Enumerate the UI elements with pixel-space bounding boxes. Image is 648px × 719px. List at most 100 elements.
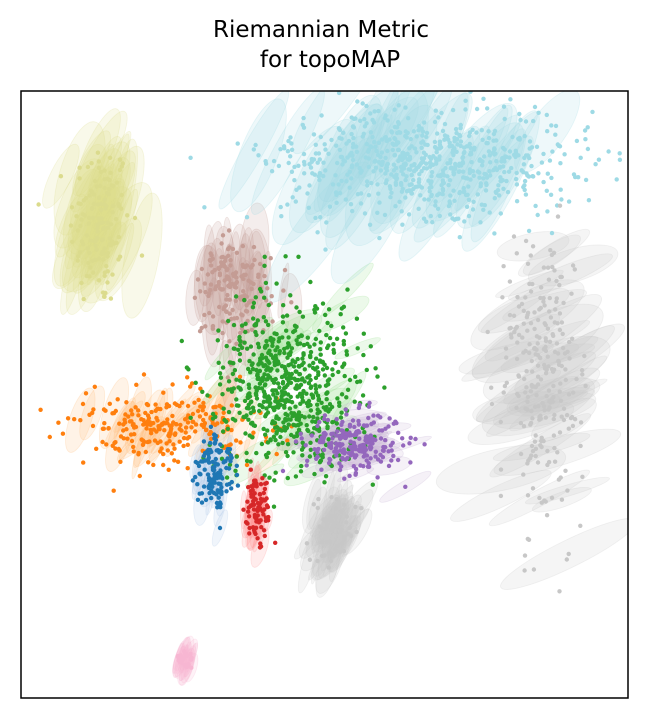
data-point bbox=[253, 142, 258, 148]
data-point bbox=[341, 325, 346, 330]
data-point bbox=[519, 301, 525, 307]
data-point bbox=[322, 373, 327, 378]
data-point bbox=[522, 133, 527, 139]
data-point bbox=[245, 346, 250, 351]
data-point bbox=[185, 403, 191, 409]
data-point bbox=[574, 376, 579, 382]
data-point bbox=[281, 420, 286, 425]
data-point bbox=[593, 162, 598, 167]
data-point bbox=[614, 177, 619, 182]
data-point bbox=[353, 470, 359, 476]
data-point bbox=[326, 550, 332, 555]
data-point bbox=[292, 178, 297, 183]
data-point bbox=[504, 355, 509, 360]
data-point bbox=[354, 316, 360, 321]
data-point bbox=[315, 416, 320, 421]
data-point bbox=[525, 261, 531, 266]
data-point bbox=[165, 448, 170, 453]
data-point bbox=[420, 133, 425, 138]
data-point bbox=[247, 385, 252, 391]
data-point bbox=[158, 439, 163, 444]
data-point bbox=[353, 444, 358, 449]
data-point bbox=[523, 119, 529, 124]
data-point bbox=[94, 184, 99, 189]
data-point bbox=[239, 312, 244, 317]
data-point bbox=[548, 248, 553, 253]
data-point bbox=[385, 118, 390, 123]
data-point bbox=[91, 201, 97, 207]
data-point bbox=[579, 368, 585, 373]
data-point bbox=[278, 398, 283, 403]
data-point bbox=[204, 427, 209, 432]
data-point bbox=[441, 173, 447, 178]
data-point bbox=[408, 435, 413, 440]
data-point bbox=[104, 203, 109, 209]
data-point bbox=[276, 416, 281, 421]
data-point bbox=[580, 372, 585, 377]
data-point bbox=[323, 517, 329, 522]
data-point bbox=[257, 492, 263, 497]
data-point bbox=[364, 179, 370, 184]
data-point bbox=[534, 393, 539, 398]
data-point bbox=[369, 421, 374, 427]
data-point bbox=[395, 457, 401, 463]
data-point bbox=[502, 116, 507, 122]
data-point bbox=[484, 175, 490, 180]
data-point bbox=[474, 106, 480, 112]
data-point bbox=[326, 307, 332, 312]
data-point bbox=[193, 459, 198, 465]
data-point bbox=[259, 441, 265, 447]
data-point bbox=[190, 478, 195, 483]
data-point bbox=[390, 147, 395, 153]
data-point bbox=[210, 314, 216, 319]
data-point bbox=[517, 111, 522, 117]
data-point bbox=[427, 185, 432, 191]
data-point bbox=[300, 440, 305, 445]
data-point bbox=[530, 416, 535, 421]
data-point bbox=[289, 300, 294, 305]
data-point bbox=[442, 137, 447, 142]
data-point bbox=[186, 434, 192, 440]
data-point bbox=[429, 174, 434, 179]
data-point bbox=[243, 329, 248, 335]
data-point bbox=[289, 147, 295, 152]
data-point bbox=[312, 471, 317, 477]
data-point bbox=[341, 130, 346, 135]
data-point bbox=[286, 160, 291, 166]
data-point bbox=[330, 436, 335, 441]
data-point bbox=[102, 225, 107, 231]
data-point bbox=[394, 142, 399, 147]
data-point bbox=[501, 104, 507, 109]
data-point bbox=[360, 101, 365, 106]
data-point bbox=[463, 98, 468, 104]
data-point bbox=[273, 348, 278, 353]
data-point bbox=[246, 366, 251, 372]
data-point bbox=[569, 291, 574, 296]
data-point bbox=[263, 481, 268, 486]
data-point bbox=[273, 437, 278, 443]
data-point bbox=[219, 241, 224, 246]
data-point bbox=[390, 141, 395, 146]
data-point bbox=[350, 157, 356, 163]
data-point bbox=[195, 277, 201, 282]
data-point bbox=[522, 178, 528, 184]
data-point bbox=[197, 491, 202, 496]
data-point bbox=[523, 192, 529, 197]
data-point bbox=[286, 363, 291, 368]
data-point bbox=[334, 192, 339, 197]
data-point bbox=[208, 424, 214, 429]
data-point bbox=[237, 351, 243, 357]
data-point bbox=[521, 321, 526, 326]
data-point bbox=[392, 174, 397, 179]
data-point bbox=[315, 402, 320, 407]
data-point bbox=[278, 147, 283, 152]
data-point bbox=[294, 386, 299, 391]
data-point bbox=[308, 447, 313, 452]
data-point bbox=[574, 138, 580, 144]
data-point bbox=[538, 377, 544, 382]
data-point bbox=[208, 263, 214, 268]
data-point bbox=[338, 529, 343, 535]
data-point bbox=[293, 474, 299, 479]
data-point bbox=[172, 458, 177, 463]
data-point bbox=[189, 381, 195, 386]
